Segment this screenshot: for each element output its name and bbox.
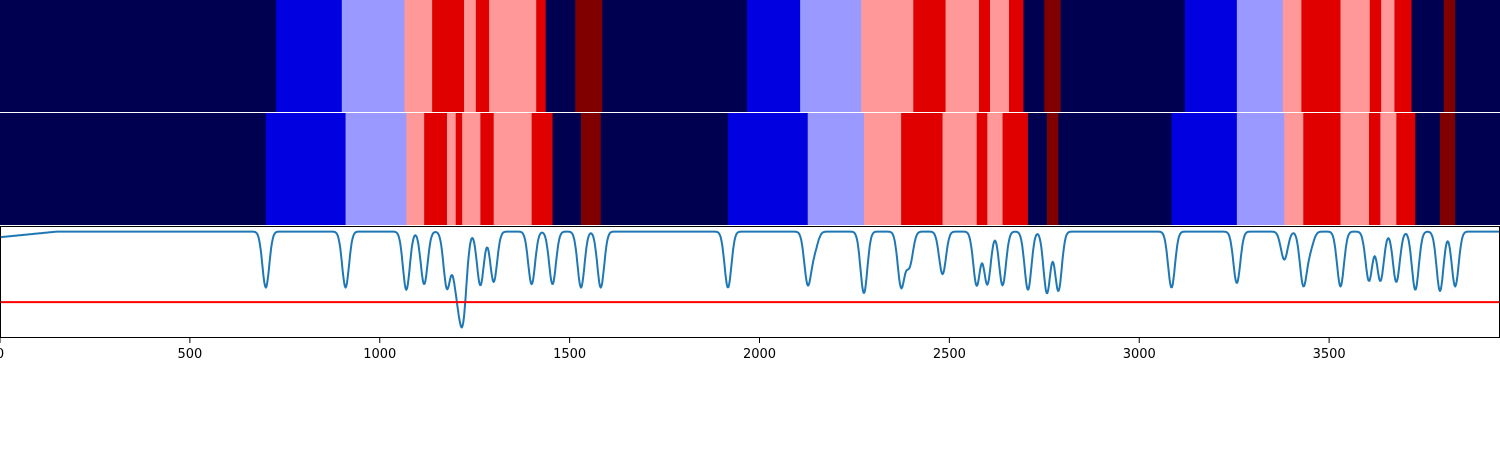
heatmap-cell [341,0,405,112]
line-panel-bottom [0,226,1500,338]
heatmap-cell [987,113,1004,225]
heatmap-cell [265,113,347,225]
heatmap-cell [581,113,602,225]
heatmap-cell [1415,113,1441,225]
heatmap-cell [575,0,603,112]
series-line-blue [0,230,1500,329]
heatmap-cell [406,113,425,225]
heatmap-cell [1455,113,1500,225]
heatmap-cell [1394,0,1413,112]
x-tick-label: 3500 [1313,347,1346,362]
heatmap-cell [978,0,991,112]
heatmap-cell [1411,0,1445,112]
heatmap-cell [602,0,748,112]
heatmap-cell [432,0,465,112]
x-axis: 0 500 1000 1500 2000 2500 3000 3500 [0,338,1346,362]
heatmap-panel-top [0,0,1500,112]
heatmap-cell [1044,0,1062,112]
heatmap-cell [1008,0,1024,112]
heatmap-cell [800,0,862,112]
heatmap-cell [1284,113,1304,225]
heatmap-cell [1282,0,1302,112]
heatmap-cell [545,0,576,112]
heatmap-cell [276,0,343,112]
heatmap-cell [493,113,533,225]
heatmap-cell [1236,0,1284,112]
x-tick-label: 3000 [1123,347,1156,362]
heatmap-cell [489,0,537,112]
heatmap-cell [536,0,547,112]
heatmap-cell [945,0,980,112]
heatmap-cell [1046,113,1059,225]
heatmap-cell [552,113,582,225]
x-tick-label: 2000 [743,347,776,362]
heatmap-cell [1455,0,1500,112]
heatmap-cell [1368,113,1381,225]
heatmap-cell [746,0,801,112]
heatmap-cell [1381,0,1395,112]
heatmap-cell [1396,113,1416,225]
heatmap-cell [1002,113,1029,225]
heatmap-panel-middle [0,112,1500,225]
heatmap-cell [990,0,1010,112]
heatmap-cell [1023,0,1045,112]
plot-background [0,226,1500,338]
heatmap-cell [976,113,988,225]
heatmap-cell [345,113,407,225]
heatmap-cell [1380,113,1397,225]
heatmap-cell [531,113,554,225]
heatmap-cell [464,0,477,112]
heatmap-cell [1027,113,1048,225]
x-tick-label: 2500 [933,347,966,362]
heatmap-cell [480,113,495,225]
heatmap-cell [1301,0,1342,112]
heatmap-cell [424,113,448,225]
heatmap-cell [1060,0,1186,112]
heatmap-cell [1369,0,1382,112]
heatmap-cell [462,113,481,225]
heatmap-cell [1058,113,1173,225]
heatmap-cell [475,0,490,112]
heatmap-cell [1171,113,1238,225]
x-tick-label: 1500 [553,347,586,362]
heatmap-cell [600,113,729,225]
heatmap-cell [807,113,865,225]
heatmap-cell [863,113,902,225]
x-tick-label: 1000 [363,347,396,362]
heatmap-cell [1303,113,1342,225]
heatmap-cell [0,113,267,225]
x-tick-label: 500 [177,347,202,362]
heatmap-cell [861,0,914,112]
x-tick-label: 0 [0,347,4,362]
heatmap-cell [1440,113,1456,225]
heatmap-cell [901,113,944,225]
heatmap-cell [455,113,463,225]
heatmap-cell [1340,0,1371,112]
heatmap-cell [1443,0,1456,112]
heatmap-cell [446,113,457,225]
heatmap-cell [1340,113,1370,225]
heatmap-cell [404,0,433,112]
heatmap-cell [1184,0,1238,112]
heatmap-cell [727,113,809,225]
heatmap-cell [942,113,978,225]
heatmap-cell [1236,113,1285,225]
heatmap-cell [913,0,947,112]
heatmap-cell [0,0,277,112]
